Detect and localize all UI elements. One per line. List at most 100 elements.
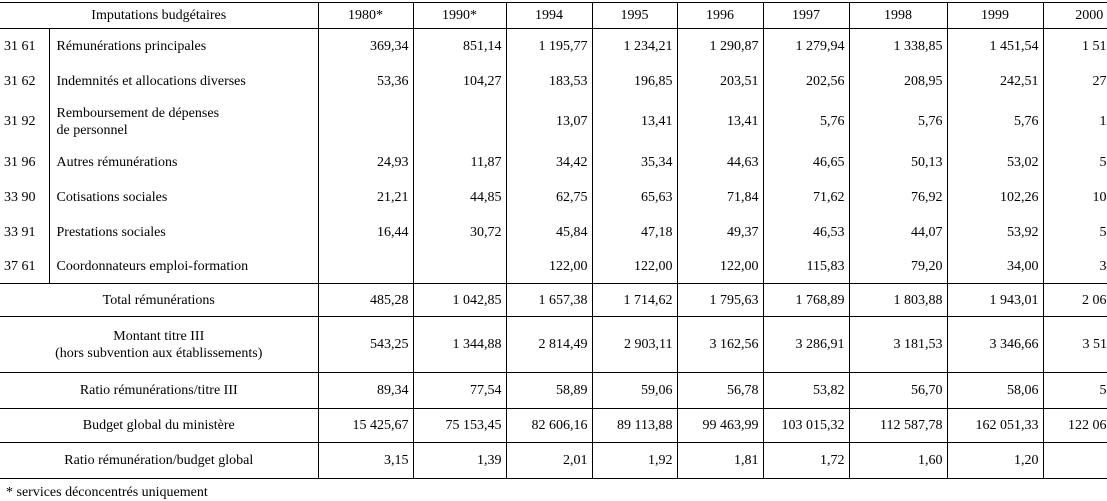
row-label: Coordonnateurs emploi-formation xyxy=(48,249,319,284)
summary-label-line: Montant titre III xyxy=(113,328,205,344)
summary-value: 3,15 xyxy=(317,442,414,479)
summary-label: Budget global du ministère xyxy=(0,408,319,443)
header-row: Imputations budgétaires 1980* 1990* 1994… xyxy=(0,2,1107,29)
row-label: Remboursement de dépenses de personnel xyxy=(48,98,319,145)
value-cell: 1 290,87 xyxy=(676,28,764,64)
summary-value: 3 286,91 xyxy=(762,316,850,373)
value-cell: 65,63 xyxy=(591,179,678,215)
header-year: 1995 xyxy=(591,2,678,29)
value-cell: 53,36 xyxy=(317,63,414,99)
value-cell: 1 279,94 xyxy=(762,28,850,64)
value-cell: 5,76 xyxy=(848,98,948,145)
row-label: Prestations sociales xyxy=(48,214,319,250)
value-cell: 122,00 xyxy=(591,249,678,284)
account-code: 31 92 xyxy=(4,114,36,129)
value-cell: 79,20 xyxy=(848,249,948,284)
header-label: Imputations budgétaires xyxy=(0,2,319,29)
row-label-line: Rémunérations principales xyxy=(56,38,207,54)
account-code: 31 62 xyxy=(4,73,36,89)
summary-value: 1,60 xyxy=(848,442,948,479)
total-value: 2 067,19 xyxy=(1042,283,1107,317)
value-cell: 104,27 xyxy=(412,63,507,99)
total-value: 1 714,62 xyxy=(591,283,678,317)
summary-value: 75 153,45 xyxy=(412,408,507,443)
value-cell xyxy=(317,98,414,145)
budget-table: Imputations budgétaires 1980* 1990* 1994… xyxy=(0,2,1107,479)
value-cell: 13,07 xyxy=(505,98,593,145)
account-code: 31 96 xyxy=(4,154,36,170)
table-row: 37 61 Coordonnateurs emploi-formation 122,… xyxy=(0,249,1107,284)
value-cell: 24,93 xyxy=(317,144,414,180)
value-cell: 1 338,85 xyxy=(848,28,948,64)
row-label: Cotisations sociales xyxy=(48,179,319,215)
total-row: Total rémunérations 485,28 1 042,85 1 657,3… xyxy=(0,283,1107,317)
row-label-line: Coordonnateurs emploi-formation xyxy=(56,258,249,274)
account-code: 33 90 xyxy=(4,189,36,205)
summary-label-line: Ratio rémunération/budget global xyxy=(64,453,254,468)
value-cell xyxy=(412,98,507,145)
row-label-line: Cotisations sociales xyxy=(56,189,168,205)
summary-row: Montant titre III (hors subvention aux ét… xyxy=(0,316,1107,373)
account-code: 37 61 xyxy=(4,258,36,274)
value-cell: 102,26 xyxy=(946,179,1044,215)
table-row: 33 90 Cotisations sociales 21,21 44,85 62,75… xyxy=(0,179,1107,215)
value-cell: 1 451,54 xyxy=(946,28,1044,64)
summary-value: 1,20 xyxy=(946,442,1044,479)
value-cell: 76,92 xyxy=(848,179,948,215)
header-year: 1994 xyxy=(505,2,593,29)
value-cell: 34,42 xyxy=(505,144,593,180)
summary-value: 112 587,78 xyxy=(848,408,948,443)
value-cell xyxy=(317,249,414,284)
summary-value: 2,01 xyxy=(505,442,593,479)
value-cell: 13,41 xyxy=(591,98,678,145)
value-cell: 279,40 xyxy=(1042,63,1107,99)
summary-label-line: Budget global du ministère xyxy=(82,418,235,433)
summary-value: 59,06 xyxy=(591,372,678,409)
row-label-line: Remboursement de dépenses xyxy=(56,105,220,121)
summary-value: 122 068,16 xyxy=(1042,408,1107,443)
value-cell: 851,14 xyxy=(412,28,507,64)
value-cell: 242,51 xyxy=(946,63,1044,99)
summary-value: 15 425,67 xyxy=(317,408,414,443)
value-cell: 62,75 xyxy=(505,179,593,215)
value-cell: 46,53 xyxy=(762,214,850,250)
header-year: 2000 xyxy=(1042,2,1107,29)
value-cell: 58,42 xyxy=(1042,144,1107,180)
summary-row: Ratio rémunération/budget global 3,15 1,39… xyxy=(0,442,1107,479)
header-year: 1996 xyxy=(676,2,764,29)
value-cell xyxy=(412,249,507,284)
table-row: 33 91 Prestations sociales 16,44 30,72 45,84… xyxy=(0,214,1107,250)
row-label: Rémunérations principales xyxy=(48,28,319,64)
row-label-line: de personnel xyxy=(56,122,128,138)
summary-value: 1 344,88 xyxy=(412,316,507,373)
summary-label: Ratio rémunérations/titre III xyxy=(0,372,319,409)
summary-value: 3 181,53 xyxy=(848,316,948,373)
value-cell: 35,34 xyxy=(591,144,678,180)
summary-value: 1,39 xyxy=(412,442,507,479)
total-value: 1 768,89 xyxy=(762,283,850,317)
value-cell: 369,34 xyxy=(317,28,414,64)
summary-value: 56,70 xyxy=(848,372,948,409)
table-row: 31 61 Rémunérations principales 369,34 851,… xyxy=(0,28,1107,64)
value-cell: 122,00 xyxy=(676,249,764,284)
value-cell: 47,18 xyxy=(591,214,678,250)
header-year: 1999 xyxy=(946,2,1044,29)
summary-row: Budget global du ministère 15 425,67 75 15… xyxy=(0,408,1107,443)
value-cell: 122,00 xyxy=(505,249,593,284)
value-cell: 44,07 xyxy=(848,214,948,250)
summary-label-line: (hors subvention aux établissements) xyxy=(55,345,263,361)
value-cell: 53,02 xyxy=(946,144,1044,180)
summary-value: 82 606,16 xyxy=(505,408,593,443)
summary-value: 58,87 xyxy=(1042,372,1107,409)
summary-value: 1,92 xyxy=(591,442,678,479)
value-cell: 53,92 xyxy=(946,214,1044,250)
summary-value: 103 015,32 xyxy=(762,408,850,443)
value-cell: 45,84 xyxy=(505,214,593,250)
summary-label: Ratio rémunération/budget global xyxy=(0,442,319,479)
value-cell: 115,83 xyxy=(762,249,850,284)
account-code: 33 91 xyxy=(4,224,36,240)
summary-value: 53,82 xyxy=(762,372,850,409)
row-label-line: Prestations sociales xyxy=(56,224,166,240)
summary-label: Montant titre III (hors subvention aux ét… xyxy=(0,317,318,373)
row-label: Autres rémunérations xyxy=(48,144,319,180)
